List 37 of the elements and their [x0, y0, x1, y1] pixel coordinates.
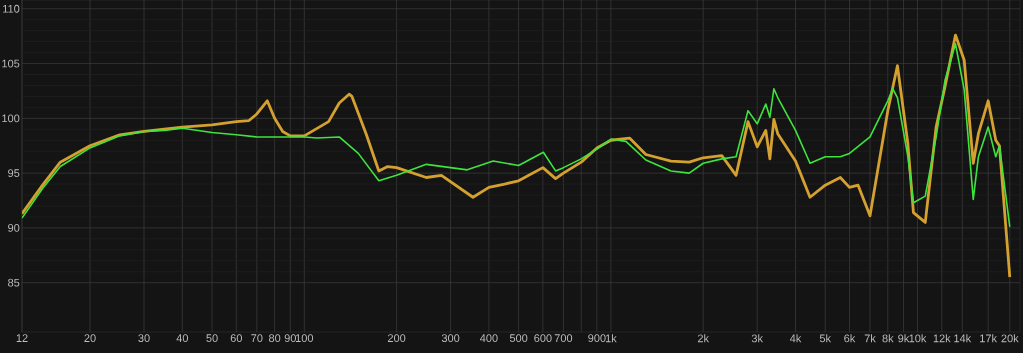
x-tick-label: 9k	[898, 334, 910, 343]
y-tick-label: 85	[8, 278, 20, 287]
x-tick-label: 400	[479, 334, 498, 342]
x-tick-label: 4k	[789, 334, 802, 343]
x-tick-label: 6k	[844, 334, 856, 343]
x-tick-label: 100	[295, 334, 314, 342]
x-tick-label: 5k	[819, 334, 832, 343]
x-tick-label: 200	[387, 334, 406, 342]
x-tick-label: 500	[509, 334, 528, 342]
x-tick-label: 70	[251, 334, 263, 342]
x-tick-label: 3k	[751, 334, 764, 343]
x-tick-label: 20k	[1001, 334, 1019, 343]
x-tick-label: 50	[206, 334, 218, 342]
x-tick-label: 300	[441, 334, 460, 342]
x-tick-label: 30	[138, 334, 150, 342]
y-tick-label: 105	[2, 59, 20, 68]
x-tick-label: 14k	[954, 334, 972, 343]
x-tick-label: 80	[268, 334, 281, 342]
x-tick-label: 10k	[909, 334, 927, 343]
x-tick-label: 7k	[864, 334, 876, 343]
y-tick-label: 95	[8, 169, 20, 178]
y-tick-label: 110	[3, 4, 20, 13]
x-tick-label: 20	[84, 334, 96, 342]
x-tick-label: 1k	[605, 334, 617, 343]
x-tick-label: 17k	[980, 334, 998, 343]
x-tick-label: 600	[534, 334, 552, 342]
x-tick-label: 90	[284, 334, 296, 342]
x-tick-label: 60	[230, 334, 242, 342]
x-tick-label: 700	[554, 334, 573, 342]
x-tick-label: 12k	[933, 334, 951, 343]
x-tick-label: 8k	[882, 334, 894, 343]
x-tick-label: 40	[176, 334, 189, 342]
x-tick-label: 900	[588, 334, 606, 342]
y-tick-label: 90	[8, 224, 20, 232]
x-tick-label: 2k	[697, 334, 710, 343]
y-tick-label: 100	[2, 114, 20, 123]
x-tick-label: 12	[16, 334, 28, 342]
